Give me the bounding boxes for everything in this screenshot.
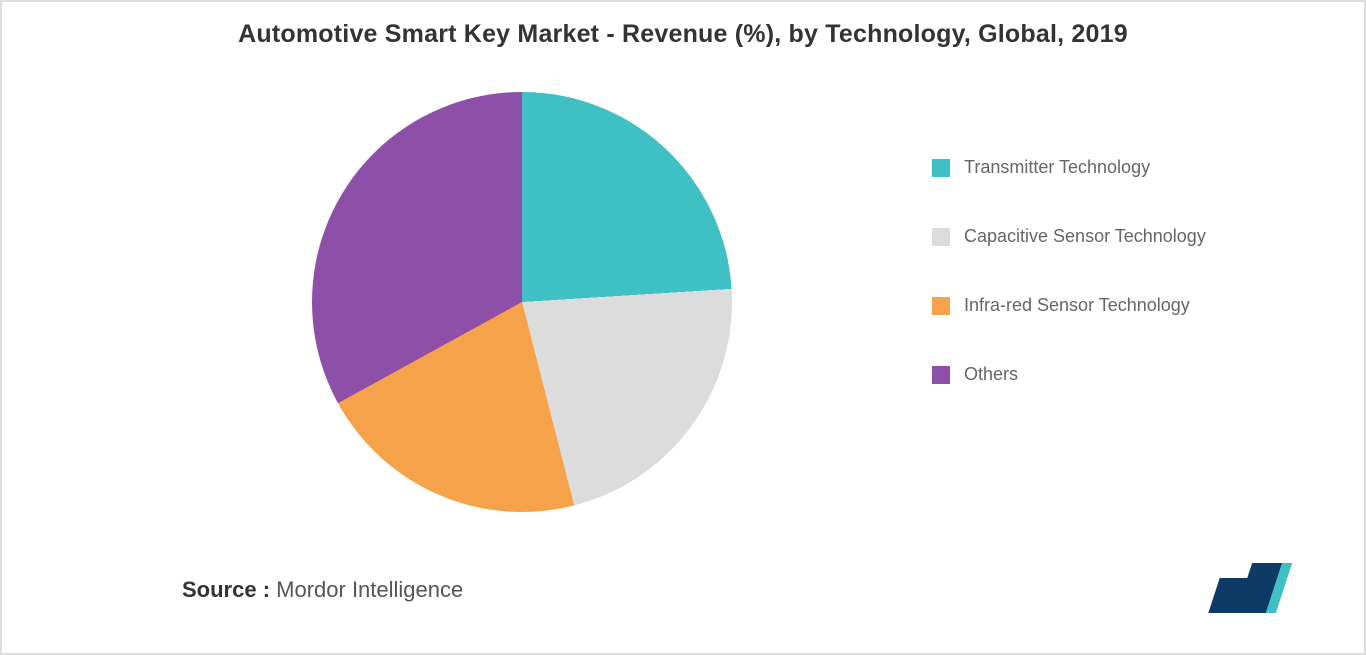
legend-item: Others [932,364,1282,385]
mi-logo-icon [1214,558,1309,613]
legend-swatch [932,366,950,384]
legend-item: Capacitive Sensor Technology [932,226,1282,247]
legend-label: Others [964,364,1018,385]
chart-title: Automotive Smart Key Market - Revenue (%… [2,20,1364,49]
legend-label: Transmitter Technology [964,157,1150,178]
legend-swatch [932,159,950,177]
source-prefix: Source : [182,577,276,602]
chart-frame: Automotive Smart Key Market - Revenue (%… [0,0,1366,655]
legend-swatch [932,228,950,246]
source-text: Mordor Intelligence [276,577,463,602]
legend-item: Infra-red Sensor Technology [932,295,1282,316]
legend-swatch [932,297,950,315]
legend-item: Transmitter Technology [932,157,1282,178]
legend-label: Capacitive Sensor Technology [964,226,1206,247]
source-line: Source : Mordor Intelligence [182,577,463,603]
legend: Transmitter Technology Capacitive Sensor … [932,157,1282,433]
pie-chart [312,92,732,512]
pie-graphic [312,92,732,512]
legend-label: Infra-red Sensor Technology [964,295,1190,316]
